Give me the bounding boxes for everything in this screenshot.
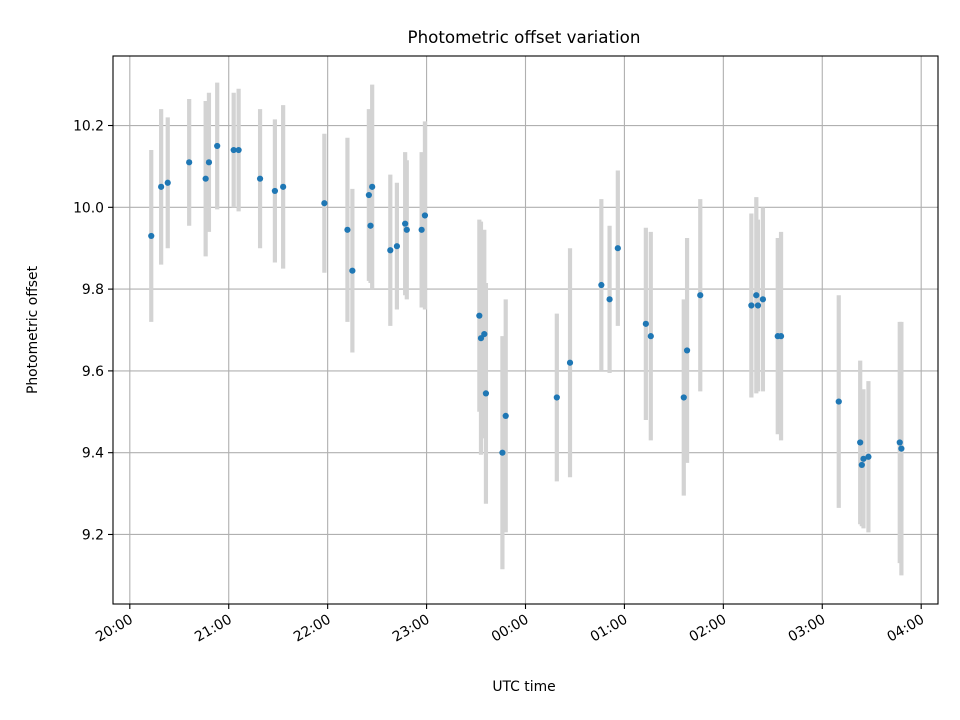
data-point [235, 146, 242, 154]
data-point [280, 183, 287, 190]
data-point [860, 455, 867, 462]
data-point [777, 333, 785, 340]
data-point [403, 226, 410, 233]
data-point [256, 175, 264, 182]
data-point [186, 159, 193, 166]
data-point [759, 296, 767, 303]
data-point [421, 212, 429, 219]
data-point [393, 243, 401, 250]
y-tick-label: 10.0 [73, 200, 104, 216]
data-point [502, 412, 509, 419]
data-point [202, 175, 209, 182]
data-point [349, 267, 356, 274]
data-point [387, 247, 394, 254]
data-point [748, 302, 755, 309]
data-point [606, 296, 613, 303]
data-point [418, 226, 425, 233]
data-point [697, 292, 704, 299]
data-point [402, 220, 409, 227]
data-point [369, 183, 376, 190]
data-point [680, 394, 687, 401]
data-point [481, 330, 488, 338]
data-point [553, 394, 560, 401]
data-point [148, 232, 155, 240]
data-point [753, 292, 760, 299]
data-point [642, 320, 649, 327]
data-point [647, 333, 654, 340]
data-point [321, 200, 328, 207]
data-point [857, 439, 864, 446]
y-tick-label: 10.2 [73, 119, 104, 135]
data-point [476, 312, 483, 319]
x-axis-label: UTC time [492, 679, 555, 695]
data-point [365, 191, 372, 199]
data-points [148, 142, 905, 469]
y-tick-label: 9.8 [82, 282, 104, 298]
data-point [835, 398, 842, 405]
y-tick-label: 9.4 [82, 446, 104, 462]
y-axis-ticks: 9.2 9.4 9.6 9.8 10.0 10.2 [73, 119, 113, 543]
data-point [344, 226, 351, 233]
y-tick-label: 9.6 [82, 364, 104, 380]
data-point [683, 347, 691, 354]
data-point [214, 142, 221, 150]
data-point [158, 183, 165, 190]
data-point [205, 159, 213, 166]
data-point [164, 179, 171, 186]
data-point [896, 439, 903, 446]
data-point [271, 187, 279, 195]
data-point [566, 359, 574, 366]
data-point [367, 222, 374, 229]
data-point [754, 302, 762, 309]
data-point [858, 461, 865, 469]
y-tick-label: 9.2 [82, 527, 104, 543]
grid-lines [113, 56, 938, 604]
data-point [499, 449, 506, 456]
data-point [865, 453, 872, 460]
data-point [598, 281, 605, 289]
y-axis-label: Photometric offset [25, 265, 41, 394]
data-point [898, 445, 905, 452]
chart-title: Photometric offset variation [408, 27, 641, 47]
data-point [614, 245, 621, 252]
data-point [482, 390, 490, 397]
data-point [230, 146, 237, 154]
